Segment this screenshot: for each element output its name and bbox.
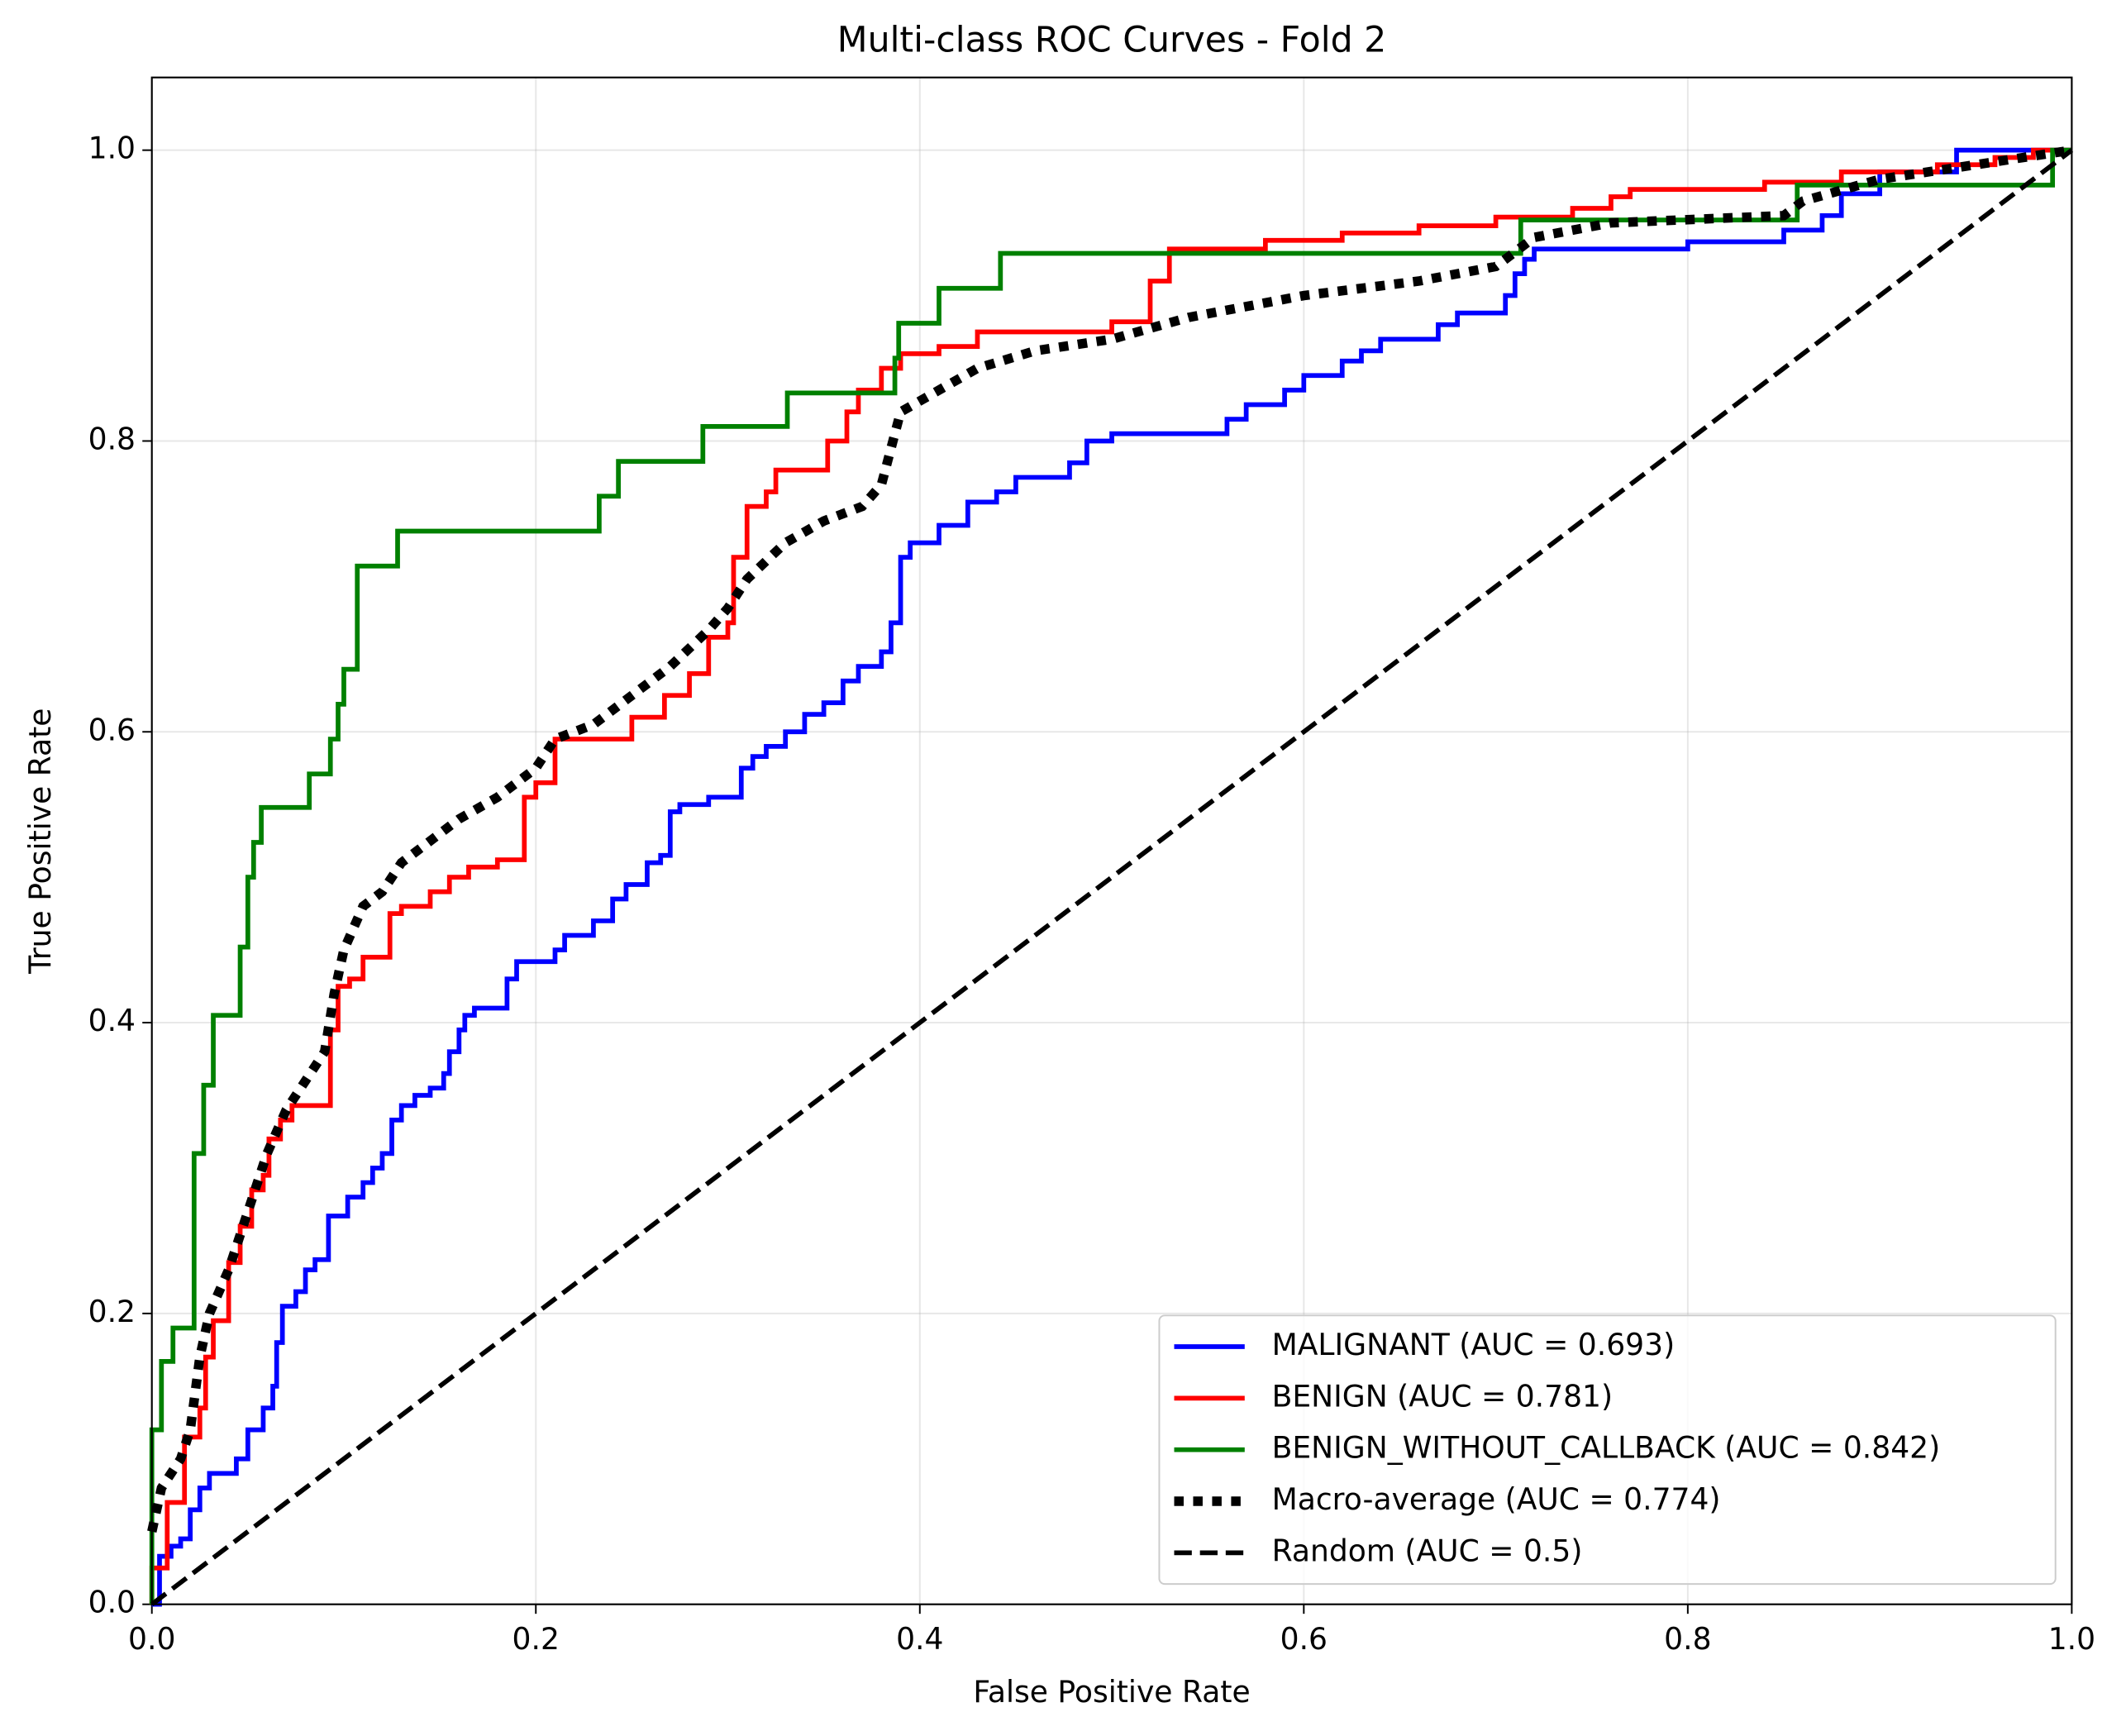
legend-label: MALIGNANT (AUC = 0.693) <box>1272 1328 1676 1362</box>
x-tick-label: 0.8 <box>1664 1622 1711 1657</box>
y-axis-label: True Positive Rate <box>23 708 58 975</box>
roc-curve <box>150 148 2074 1606</box>
y-tick-label: 0.0 <box>88 1586 136 1620</box>
x-tick-label: 0.2 <box>512 1622 560 1657</box>
legend-label: BENIGN (AUC = 0.781) <box>1272 1379 1613 1414</box>
plot-frame <box>150 76 2073 1605</box>
x-tick-label: 0.0 <box>128 1622 175 1657</box>
y-tick-label: 0.2 <box>88 1295 136 1329</box>
y-tick-label: 0.4 <box>88 1004 136 1038</box>
legend-box <box>1158 1314 2057 1586</box>
x-axis-label: False Positive Rate <box>973 1675 1250 1710</box>
y-tick-label: 0.6 <box>88 713 136 747</box>
x-tick-label: 0.4 <box>896 1622 943 1657</box>
chart-title: Multi-class ROC Curves - Fold 2 <box>837 20 1387 61</box>
roc-curve <box>149 147 2072 1605</box>
x-tick-label: 1.0 <box>2048 1622 2095 1657</box>
roc-curve <box>151 147 2072 1607</box>
legend-label: BENIGN_WITHOUT_CALLBACK (AUC = 0.842) <box>1272 1431 1941 1466</box>
x-tick-label: 0.6 <box>1280 1622 1328 1657</box>
y-tick-label: 1.0 <box>88 131 136 166</box>
roc-curve <box>147 145 2073 1533</box>
legend-label: Random (AUC = 0.5) <box>1272 1533 1583 1568</box>
y-tick-label: 0.8 <box>88 422 136 456</box>
roc-curve <box>149 147 2072 1605</box>
legend-label: Macro-average (AUC = 0.774) <box>1272 1482 1721 1517</box>
